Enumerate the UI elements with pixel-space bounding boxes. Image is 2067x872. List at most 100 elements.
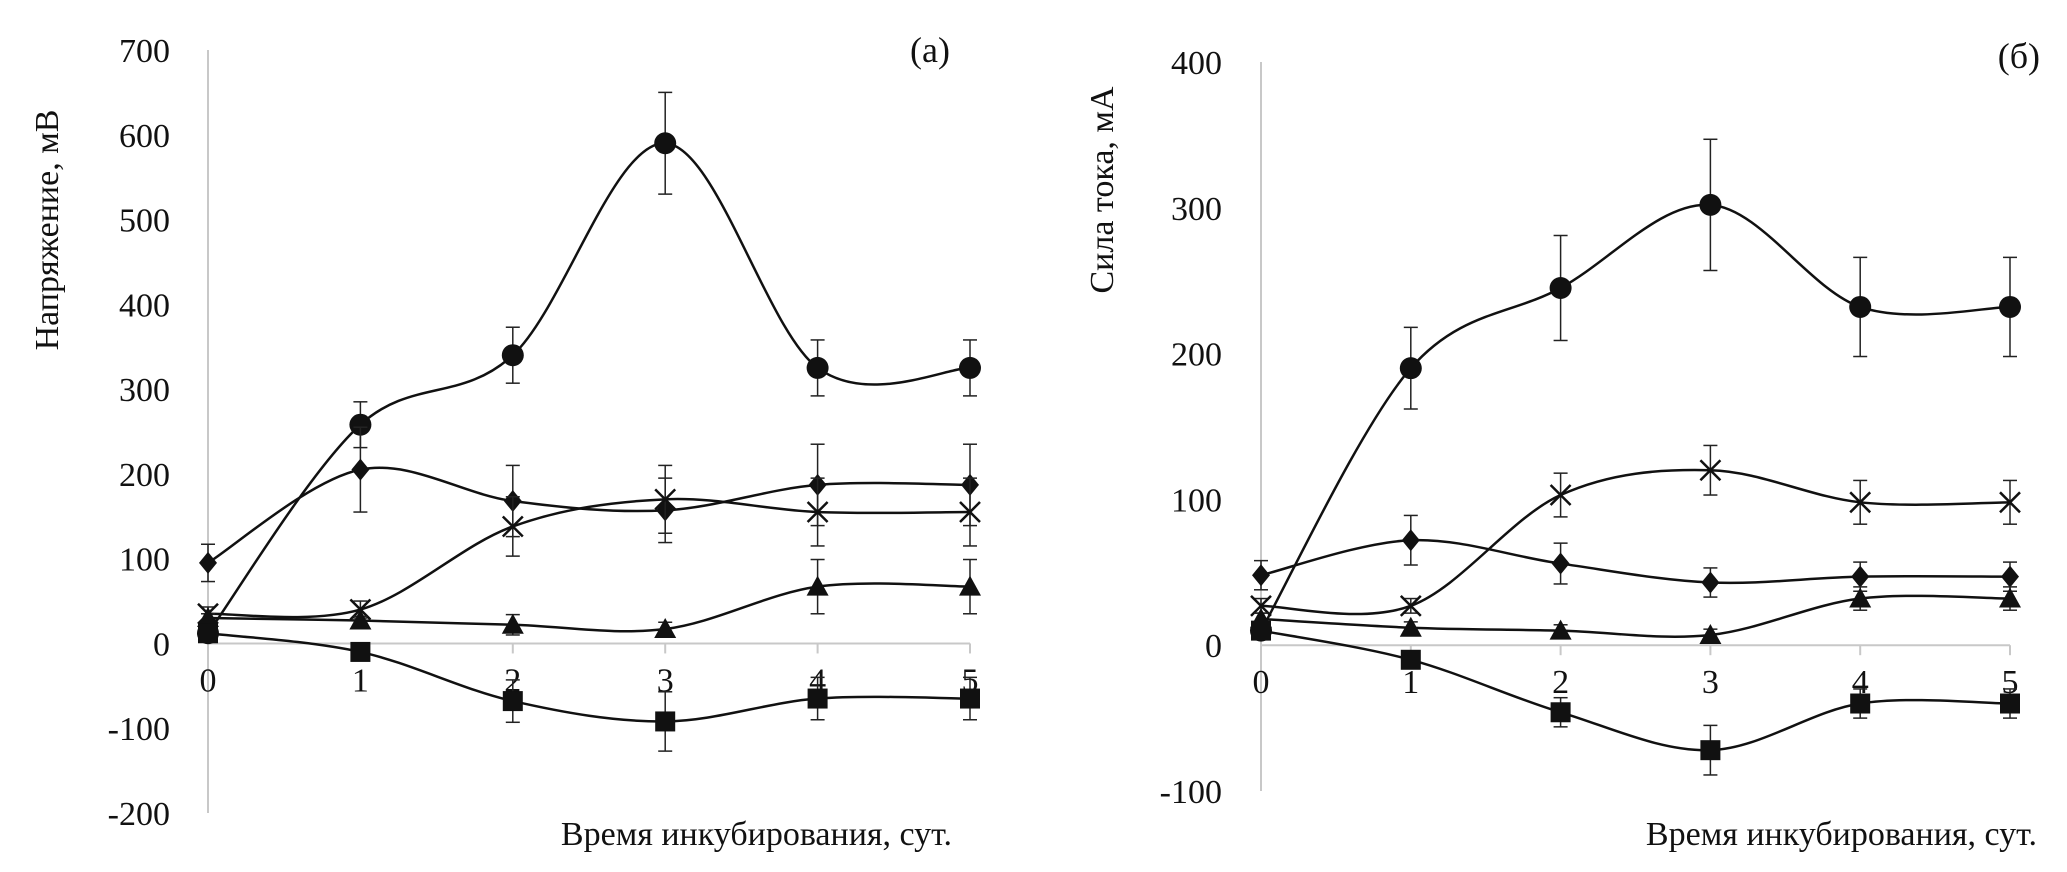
data-point-triangle <box>806 575 829 596</box>
y-tick-label: 700 <box>119 33 170 70</box>
series-line <box>207 497 971 619</box>
y-tick-label: -100 <box>108 711 170 748</box>
data-point-diamond <box>1701 571 1720 594</box>
data-point-diamond <box>1252 564 1270 587</box>
y-tick-label: 100 <box>119 542 170 579</box>
data-point-square <box>960 688 980 709</box>
y-tick-label: 0 <box>153 626 170 663</box>
y-tick-label: 0 <box>1205 628 1222 665</box>
data-point-square <box>807 688 828 709</box>
y-tick-label: -100 <box>1160 774 1222 811</box>
data-point-cross <box>1399 594 1422 617</box>
data-point-circle <box>1699 193 1722 216</box>
series-line <box>1260 629 2011 752</box>
data-point-diamond <box>1851 565 1870 588</box>
y-tick-label: -200 <box>108 796 170 833</box>
y-axis-label: Напряжение, мВ <box>29 110 66 351</box>
data-point-square <box>655 711 676 732</box>
data-point-cross <box>1549 484 1572 506</box>
data-point-cross <box>1849 491 1872 514</box>
data-point-circle <box>654 132 677 155</box>
data-point-triangle <box>959 575 981 596</box>
x-tick-label: 0 <box>1253 664 1270 701</box>
y-tick-label: 400 <box>119 287 170 324</box>
data-point-cross <box>1999 491 2021 514</box>
data-point-triangle <box>1399 616 1422 637</box>
data-point-triangle <box>1699 623 1722 644</box>
y-tick-label: 400 <box>1171 45 1222 82</box>
series-diamond <box>1252 514 2019 598</box>
data-point-cross <box>501 515 524 538</box>
y-tick-label: 500 <box>119 203 170 240</box>
data-point-triangle <box>1849 587 1872 608</box>
data-point-square <box>1400 649 1421 670</box>
x-tick-label: 0 <box>200 662 217 699</box>
y-tick-label: 300 <box>1171 191 1222 228</box>
data-point-square <box>198 623 218 644</box>
data-point-triangle <box>349 609 372 630</box>
data-point-triangle <box>1549 619 1572 640</box>
chart-panel-1: -100 0 100 200 300 400 0 1 2 3 4 5 (б) Время инкубиро… <box>1084 36 2040 853</box>
series-line <box>207 632 971 723</box>
series-square <box>198 623 980 752</box>
data-point-circle <box>349 413 372 436</box>
data-point-square <box>350 641 371 662</box>
data-point-cross <box>654 488 677 511</box>
x-tick-label: 3 <box>657 662 674 699</box>
x-tick-label: 1 <box>1402 664 1419 701</box>
series-cross <box>197 464 981 625</box>
y-tick-label: 600 <box>119 118 170 155</box>
data-point-circle <box>501 344 524 367</box>
series-square <box>1251 620 2020 776</box>
data-point-square <box>1850 693 1871 714</box>
data-point-diamond <box>1551 552 1570 575</box>
series-line <box>207 582 971 633</box>
data-point-diamond <box>2001 565 2019 588</box>
data-point-triangle <box>654 618 677 639</box>
panel-label: (а) <box>910 30 950 70</box>
x-tick-label: 3 <box>1702 664 1719 701</box>
data-point-square <box>2000 693 2020 714</box>
data-point-cross <box>1699 459 1722 482</box>
series-diamond <box>199 426 979 583</box>
data-point-triangle <box>197 607 219 628</box>
series-circle <box>1250 138 2021 642</box>
y-tick-label: 200 <box>119 457 170 494</box>
data-point-diamond <box>351 458 370 481</box>
series-line <box>206 142 971 635</box>
data-point-circle <box>1999 295 2021 318</box>
y-tick-label: 100 <box>1171 482 1222 519</box>
series-circle <box>197 91 981 645</box>
data-point-square <box>502 691 523 712</box>
data-point-square <box>1251 620 1271 641</box>
data-point-circle <box>959 356 981 379</box>
series-line <box>1260 594 2011 638</box>
data-point-square <box>1550 702 1571 723</box>
y-tick-label: 200 <box>1171 337 1222 374</box>
series-line <box>207 466 971 564</box>
data-point-diamond <box>1401 529 1420 552</box>
data-point-triangle <box>501 613 524 634</box>
panel-label: (б) <box>1998 36 2040 76</box>
data-point-cross <box>959 501 981 523</box>
series-line <box>1260 468 2011 616</box>
series-triangle <box>1250 586 2021 644</box>
data-point-square <box>1700 740 1721 761</box>
series-line <box>1259 203 2011 632</box>
x-axis-label: Время инкубирования, сут. <box>1646 816 2037 853</box>
x-tick-label: 5 <box>2002 664 2019 701</box>
data-point-circle <box>1399 357 1422 380</box>
x-tick-label: 2 <box>1552 664 1569 701</box>
data-point-circle <box>806 356 829 379</box>
x-tick-label: 4 <box>1852 664 1869 701</box>
series-triangle <box>197 558 981 639</box>
x-axis-label: Время инкубирования, сут. <box>561 816 952 853</box>
series-cross <box>1250 444 2021 617</box>
y-tick-label: 300 <box>119 372 170 409</box>
y-axis-label: Сила тока, мА <box>1084 86 1121 293</box>
x-tick-label: 1 <box>352 662 369 699</box>
data-point-circle <box>1849 295 1872 318</box>
data-point-diamond <box>199 551 217 574</box>
data-point-cross <box>806 501 829 523</box>
